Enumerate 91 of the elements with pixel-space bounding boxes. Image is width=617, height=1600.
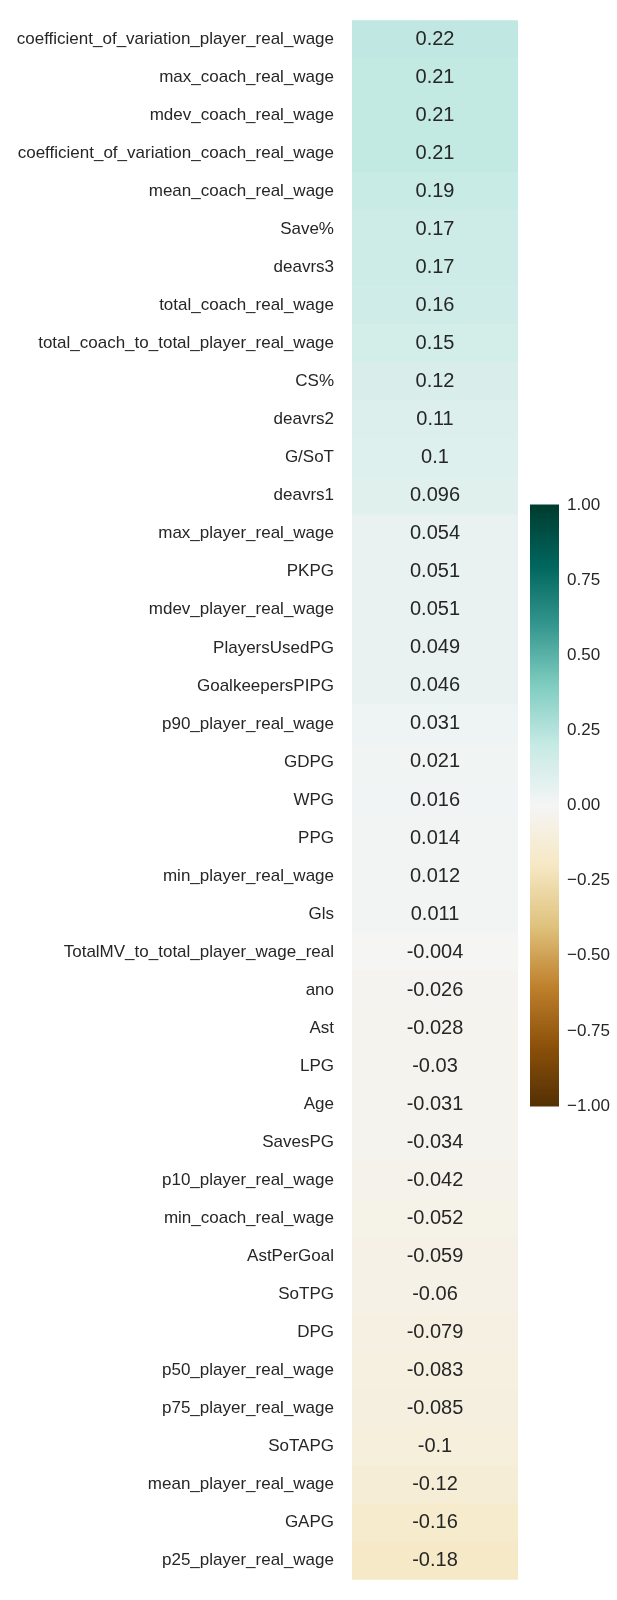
y-tick-label: WPG [293,789,334,809]
y-tick-label: PKPG [286,561,334,581]
data-label: 0.051 [409,597,461,620]
data-label: -0.042 [406,1167,464,1190]
data-label: -0.028 [406,1015,464,1038]
data-label: -0.12 [412,1472,458,1495]
data-label: -0.052 [406,1205,464,1228]
data-label: 0.22 [415,26,455,49]
data-label: -0.031 [406,1091,464,1114]
y-tick-label: total_coach_to_total_player_real_wage [38,333,334,353]
y-tick-label: p75_player_real_wage [161,1398,334,1418]
y-tick-label: Age [303,1094,334,1113]
data-label: 0.21 [415,140,455,163]
color-bar-label: −1.00 [567,1095,611,1115]
y-tick-label: G/SoT [284,447,334,467]
data-label: 0.15 [415,331,455,354]
y-tick-label: p90_player_real_wage [161,713,334,733]
data-label: 0.031 [409,711,461,734]
data-label: 0.049 [409,635,461,658]
color-bar-label: 0.50 [567,644,601,664]
data-label: -0.085 [406,1396,464,1419]
data-label: 0.17 [415,216,455,239]
data-label: -0.18 [412,1548,458,1571]
y-tick-label: LPG [299,1055,334,1075]
data-label: 0.21 [415,64,455,87]
data-label: -0.16 [412,1510,458,1533]
y-tick-label: GoalkeepersPIPG [196,675,334,695]
y-tick-label: max_coach_real_wage [159,66,334,86]
color-bar-label: 0.00 [567,795,601,815]
y-tick-label: coefficient_of_variation_coach_real_wage [17,143,334,163]
data-label: 0.016 [409,787,461,810]
data-label: 0.011 [410,901,460,924]
y-tick-label: p10_player_real_wage [161,1170,334,1190]
data-label: -0.1 [417,1434,453,1457]
data-label: -0.004 [406,939,464,962]
y-tick-label: p25_player_real_wage [161,1550,334,1570]
y-tick-label: GAPG [284,1512,334,1532]
data-label: 0.051 [409,559,461,582]
y-tick-label: SoTAPG [268,1436,334,1456]
data-label: 0.021 [409,749,461,772]
y-tick-label: CS% [295,371,334,391]
y-tick-label: Save% [280,219,334,239]
y-tick-label: max_player_real_wage [158,523,334,543]
color-bar-label: 0.75 [567,569,601,589]
color-bar-label: 0.25 [567,720,601,740]
y-tick-label: mean_coach_real_wage [148,181,334,201]
color-bar-label: −0.75 [567,1020,611,1040]
y-tick-label: mean_player_real_wage [147,1474,334,1494]
color-bar-label: −0.25 [567,870,611,890]
data-label: 0.012 [409,863,461,886]
data-label: -0.079 [406,1320,464,1343]
data-label: -0.03 [412,1053,458,1076]
data-label: -0.083 [406,1358,464,1381]
data-label: 0.19 [415,178,455,201]
data-label: 0.12 [415,369,455,392]
y-tick-label: PlayersUsedPG [213,637,334,657]
y-tick-label: min_coach_real_wage [163,1208,334,1228]
y-tick-label: PPG [298,827,334,847]
y-tick-label: mdev_coach_real_wage [149,104,334,124]
color-bar-label: 1.00 [567,494,601,514]
data-label: -0.034 [406,1129,464,1152]
data-label: 0.11 [416,407,454,430]
data-label: -0.059 [406,1243,464,1266]
y-tick-label: SoTPG [278,1284,334,1304]
y-tick-label: p50_player_real_wage [161,1360,334,1380]
color-bar-label: −0.50 [567,945,611,965]
y-tick-label: deavrs1 [273,485,334,505]
y-tick-label: mdev_player_real_wage [148,599,334,619]
data-label: 0.21 [415,102,455,125]
data-label: -0.06 [412,1282,458,1305]
data-label: 0.054 [409,521,461,544]
y-tick-label: total_coach_real_wage [159,295,334,315]
y-tick-label: TotalMV_to_total_player_wage_real [63,941,334,961]
y-tick-label: coefficient_of_variation_player_real_wage [16,28,334,48]
data-label: 0.014 [409,825,461,848]
data-label: 0.17 [415,254,455,277]
data-label: 0.046 [409,673,461,696]
data-label: 0.096 [409,483,461,506]
y-tick-label: SavesPG [262,1132,334,1152]
y-tick-label: Gls [308,903,334,923]
y-tick-label: Ast [309,1017,335,1037]
y-tick-label: ano [305,979,334,999]
y-tick-label: DPG [297,1322,334,1342]
data-label: -0.026 [406,977,464,1000]
y-tick-label: deavrs3 [273,257,334,277]
y-tick-label: AstPerGoal [247,1246,334,1266]
y-tick-label: min_player_real_wage [162,865,334,885]
data-label: 0.1 [421,445,449,468]
data-label: 0.16 [415,293,455,316]
y-tick-label: deavrs2 [273,409,334,429]
y-tick-label: GDPG [283,751,334,771]
